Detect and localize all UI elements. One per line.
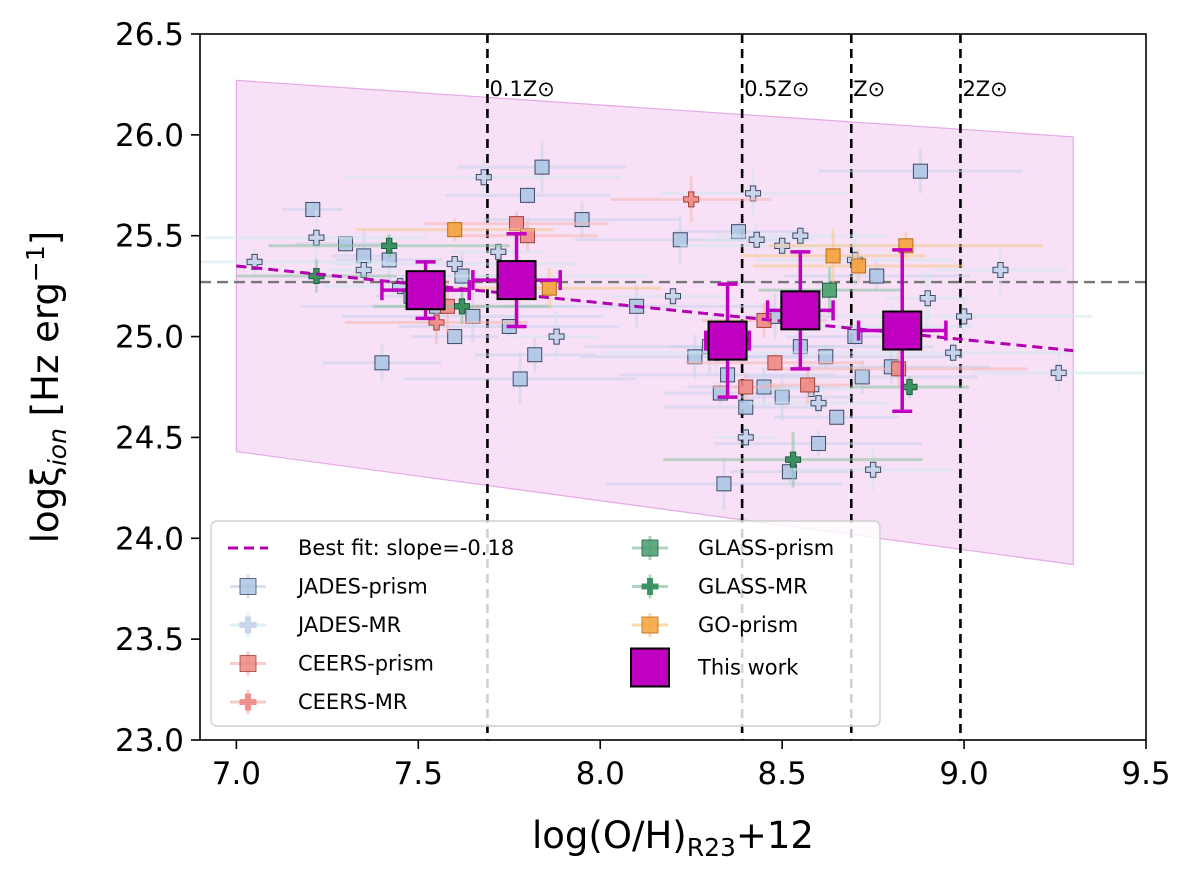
x-tick-label: 8.5 <box>757 756 806 792</box>
plot-frame <box>199 33 1147 741</box>
data-point <box>534 159 550 175</box>
data-point <box>447 329 463 345</box>
data-point <box>811 435 827 451</box>
legend-label: Best fit: slope=-0.18 <box>298 536 514 560</box>
data-point <box>519 187 535 203</box>
x-tick-label: 7.0 <box>212 756 261 792</box>
series-go-prism <box>355 217 1044 309</box>
metallicity-label: 2Z⊙ <box>962 77 1007 101</box>
legend-marker <box>641 578 659 595</box>
legend-marker <box>641 539 659 557</box>
data-point <box>945 344 962 361</box>
data-point <box>956 308 973 325</box>
data-point <box>707 320 748 361</box>
data-point <box>665 288 681 305</box>
data-point <box>716 476 732 492</box>
data-point <box>490 243 507 260</box>
y-tick-label: 25.0 <box>115 320 184 356</box>
x-tick-label: 7.5 <box>394 756 443 792</box>
y-tick-label: 24.5 <box>115 420 184 456</box>
data-point <box>865 461 882 478</box>
legend-label: GO-prism <box>698 613 798 637</box>
legend-label: GLASS-prism <box>698 536 834 560</box>
legend-label: This work <box>697 656 799 680</box>
data-point <box>475 169 492 186</box>
series-this-work <box>380 231 948 413</box>
data-point <box>446 255 463 272</box>
data-point <box>548 328 565 345</box>
legend-marker <box>239 616 257 634</box>
data-point <box>737 429 754 446</box>
y-tick-label: 26.5 <box>115 17 184 53</box>
legend-label: JADES-MR <box>296 613 401 637</box>
data-point <box>825 248 841 264</box>
y-tick-label: 24.0 <box>115 521 184 557</box>
data-point <box>780 290 821 331</box>
data-point <box>854 369 870 385</box>
legend-label: CEERS-prism <box>298 652 434 676</box>
data-point <box>919 290 936 307</box>
data-point <box>512 371 528 387</box>
data-point <box>800 377 816 393</box>
data-point <box>405 270 446 311</box>
data-point <box>992 262 1009 279</box>
legend-label: JADES-prism <box>296 575 428 599</box>
data-point <box>912 163 928 179</box>
data-point <box>851 258 867 274</box>
data-point <box>374 355 390 371</box>
x-tick-label: 8.0 <box>576 756 625 792</box>
data-point <box>541 280 557 296</box>
data-point <box>869 268 885 284</box>
legend-box <box>210 520 881 727</box>
data-point <box>785 451 802 468</box>
legend-marker <box>630 647 670 688</box>
x-tick-label: 9.5 <box>1121 756 1170 792</box>
data-point <box>767 355 783 371</box>
data-point <box>1050 364 1067 381</box>
data-point <box>496 260 537 301</box>
data-point <box>882 310 923 351</box>
data-point <box>792 227 809 244</box>
legend-marker <box>239 693 257 711</box>
data-point <box>810 395 827 412</box>
data-point <box>381 237 398 254</box>
data-point <box>829 409 845 425</box>
axes: 7.0 7.5 8.0 8.5 9.0 9.5 23.0 23.5 24.0 24.5 25.0 25… <box>115 17 1171 792</box>
data-point <box>683 191 700 208</box>
data-point <box>447 222 463 238</box>
legend-marker <box>239 655 257 672</box>
legend-label: GLASS-MR <box>698 575 808 599</box>
data-point <box>527 347 543 363</box>
series-glass-prism <box>758 266 901 314</box>
legend-marker <box>641 616 659 634</box>
metallicity-label: 0.1Z⊙ <box>489 77 554 101</box>
metallicity-label: Z⊙ <box>853 77 885 101</box>
y-tick-label: 25.5 <box>115 219 184 255</box>
legend-marker <box>239 578 257 595</box>
y-tick-label: 23.5 <box>115 622 184 658</box>
best-fit-line <box>236 264 1074 353</box>
legend: Best fit: slope=-0.18 JADES-prism JADES-MR… <box>210 520 881 727</box>
metallicity-label: 0.5Z⊙ <box>744 77 809 101</box>
y-axis-label: logξion [Hz erg−1] <box>21 231 72 543</box>
data-point <box>748 231 765 248</box>
data-point <box>453 298 470 315</box>
y-tick-label: 23.0 <box>115 723 184 759</box>
x-tick-label: 9.0 <box>939 756 988 792</box>
data-point <box>738 399 754 415</box>
y-tick-label: 26.0 <box>115 118 184 154</box>
data-point <box>821 282 837 298</box>
legend-label: CEERS-MR <box>298 690 407 714</box>
x-axis-label: log(O/H)R23+12 <box>532 814 814 862</box>
data-point <box>738 379 754 395</box>
series-glass-mr <box>236 234 969 488</box>
